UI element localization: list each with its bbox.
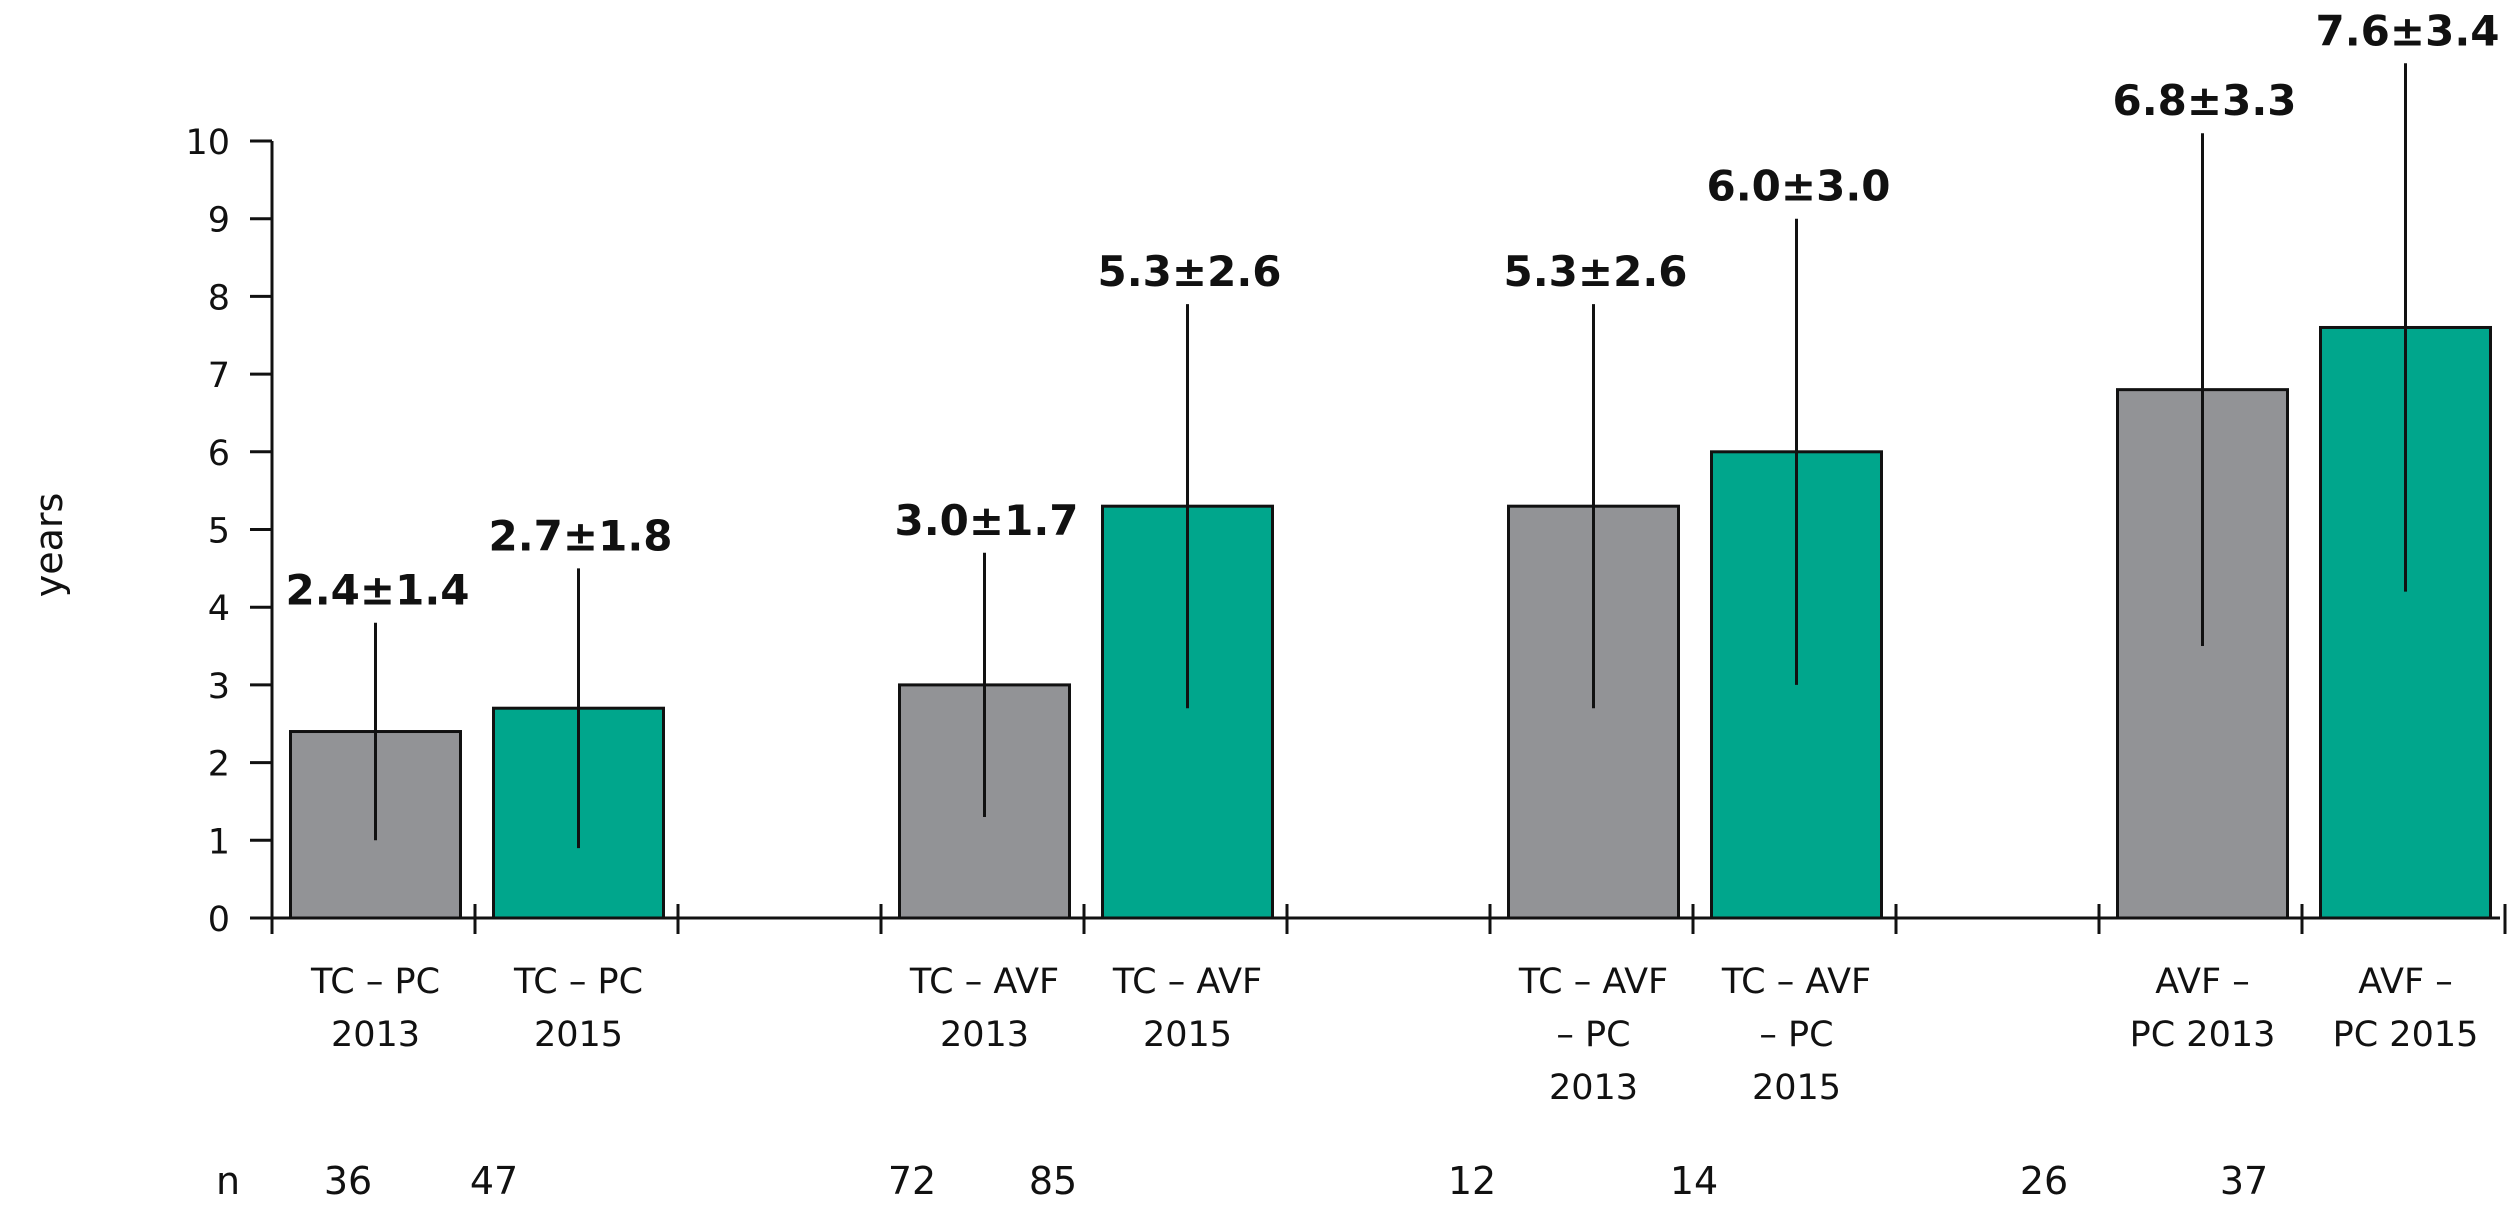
category-label: – PC (1759, 1015, 1833, 1055)
n-value: 85 (1029, 1159, 1077, 1203)
n-row-label: n (216, 1159, 240, 1203)
y-tick-label: 5 (208, 512, 230, 552)
n-value: 37 (2220, 1159, 2268, 1203)
category-label: TC – PC (310, 962, 440, 1002)
category-label: TC – AVF (1721, 962, 1871, 1002)
y-tick-label: 1 (208, 822, 230, 862)
n-value: 12 (1448, 1159, 1496, 1203)
category-label: AVF – (2155, 962, 2249, 1002)
y-tick-label: 2 (208, 745, 230, 785)
category-label: 2015 (534, 1015, 623, 1055)
category-label: – PC (1556, 1015, 1630, 1055)
y-tick-label: 0 (208, 900, 230, 940)
y-tick-label: 6 (208, 434, 230, 474)
category-label: 2015 (1752, 1068, 1841, 1108)
data-label: 2.4±1.4 (286, 566, 470, 615)
y-axis-label: years (27, 493, 71, 598)
n-value: 47 (470, 1159, 518, 1203)
labels: 2.4±1.4 TC – PC 2013 2.7±1.8 TC – PC 2015 3.0±… (216, 6, 2500, 1203)
n-value: 14 (1670, 1159, 1718, 1203)
bars (289, 63, 2492, 920)
n-value: 72 (888, 1159, 936, 1203)
y-tick-label: 9 (208, 201, 230, 241)
data-label: 5.3±2.6 (1098, 247, 1282, 296)
n-value: 36 (324, 1159, 372, 1203)
data-label: 6.0±3.0 (1707, 162, 1891, 211)
data-label: 3.0±1.7 (895, 496, 1079, 545)
category-label: AVF – (2358, 962, 2452, 1002)
category-label: PC 2015 (2333, 1015, 2479, 1055)
y-tick-label: 4 (208, 589, 230, 629)
category-label: TC – AVF (909, 962, 1059, 1002)
y-tick-label: 3 (208, 667, 230, 707)
category-label: 2013 (1549, 1068, 1638, 1108)
n-value: 26 (2020, 1159, 2068, 1203)
data-label: 2.7±1.8 (489, 511, 673, 560)
data-label: 7.6±3.4 (2316, 6, 2500, 55)
category-label: PC 2013 (2130, 1015, 2276, 1055)
y-tick-label: 7 (208, 356, 230, 396)
category-label: TC – AVF (1112, 962, 1262, 1002)
y-tick-label: 10 (185, 123, 230, 163)
category-label: 2013 (940, 1015, 1029, 1055)
y-tick-label: 8 (208, 278, 230, 318)
category-label: TC – AVF (1518, 962, 1668, 1002)
category-label: 2015 (1143, 1015, 1232, 1055)
category-label: TC – PC (513, 962, 643, 1002)
data-label: 5.3±2.6 (1504, 247, 1688, 296)
data-label: 6.8±3.3 (2113, 76, 2297, 125)
category-label: 2013 (331, 1015, 420, 1055)
